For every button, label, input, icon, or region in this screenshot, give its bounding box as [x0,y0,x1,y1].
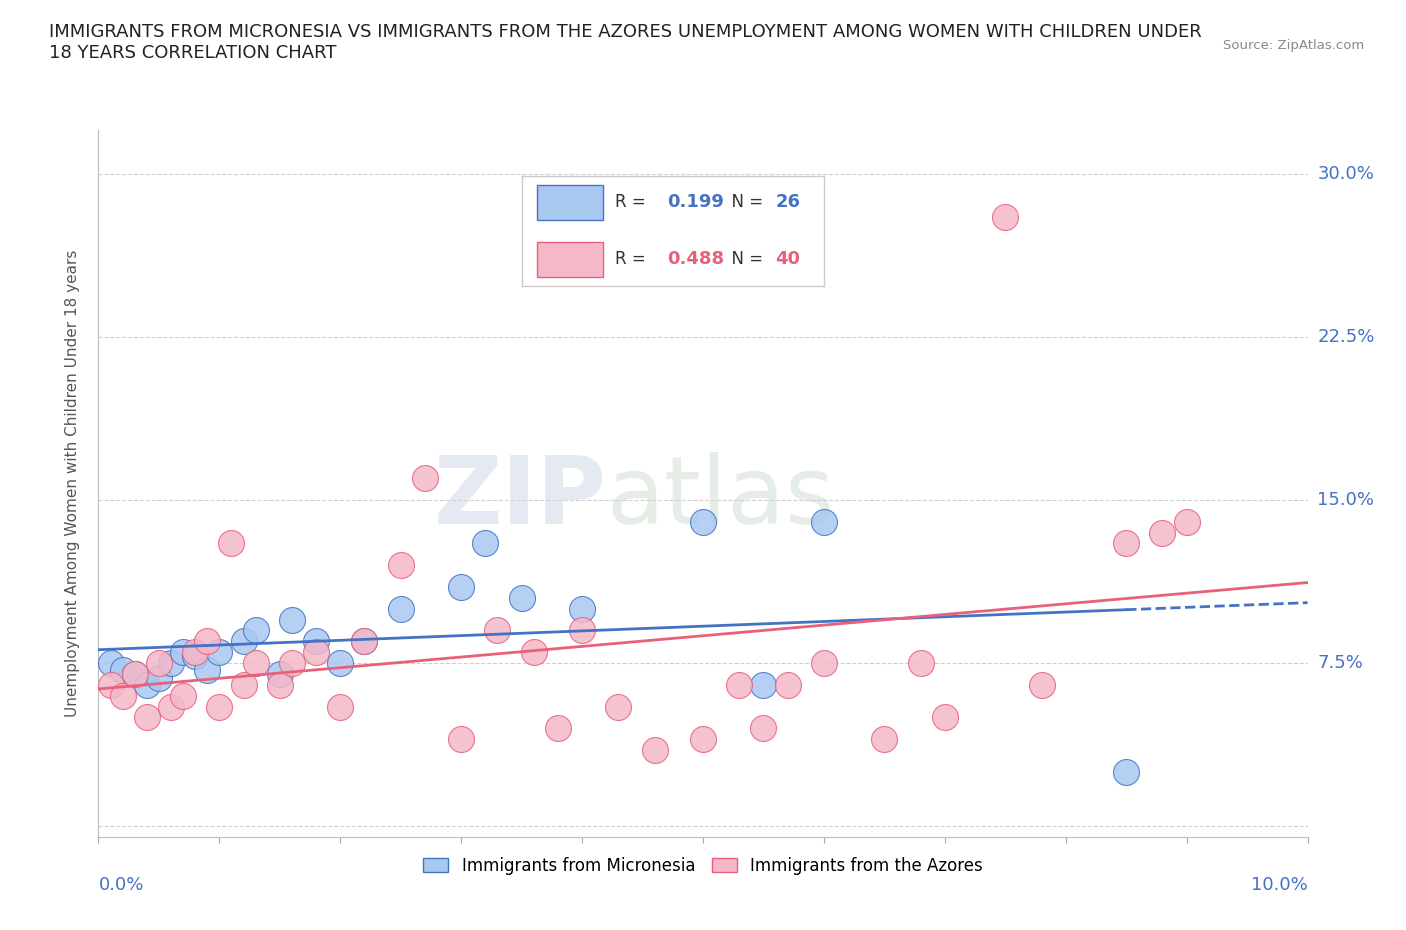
Y-axis label: Unemployment Among Women with Children Under 18 years: Unemployment Among Women with Children U… [65,250,80,717]
Point [1152,525,1174,540]
Point [184,644,207,659]
Point [389,558,412,573]
Point [269,667,291,682]
Point [195,634,218,649]
Point [571,623,593,638]
Text: 22.5%: 22.5% [1317,327,1375,346]
Point [571,601,593,616]
Point [329,656,352,671]
Point [1115,536,1137,551]
Point [474,536,496,551]
Point [644,742,666,757]
Point [752,721,775,736]
Text: 30.0%: 30.0% [1317,165,1374,182]
Point [486,623,509,638]
Point [692,732,714,747]
Point [148,656,170,671]
Point [1175,514,1198,529]
Point [269,677,291,692]
Point [245,656,267,671]
Point [281,656,304,671]
Point [523,644,546,659]
Point [934,710,956,724]
Point [135,710,157,724]
Point [195,662,218,677]
Point [232,677,254,692]
Point [910,656,932,671]
Point [100,677,122,692]
Point [813,514,835,529]
Point [510,591,533,605]
Text: atlas: atlas [606,452,835,544]
Point [450,579,472,594]
Text: 15.0%: 15.0% [1317,491,1374,509]
Point [813,656,835,671]
Point [776,677,799,692]
Point [172,688,194,703]
Point [728,677,751,692]
Point [100,656,122,671]
Point [329,699,352,714]
Text: 0.0%: 0.0% [98,876,143,894]
Point [692,514,714,529]
Point [148,671,170,685]
Point [281,612,304,627]
Point [305,634,328,649]
Text: IMMIGRANTS FROM MICRONESIA VS IMMIGRANTS FROM THE AZORES UNEMPLOYMENT AMONG WOME: IMMIGRANTS FROM MICRONESIA VS IMMIGRANTS… [49,23,1202,62]
Point [413,471,436,485]
Point [607,699,630,714]
Point [1031,677,1053,692]
Point [752,677,775,692]
Point [160,656,183,671]
Point [353,634,375,649]
Text: 7.5%: 7.5% [1317,654,1364,672]
Point [208,644,231,659]
Point [450,732,472,747]
Text: Source: ZipAtlas.com: Source: ZipAtlas.com [1223,39,1364,52]
Legend: Immigrants from Micronesia, Immigrants from the Azores: Immigrants from Micronesia, Immigrants f… [416,850,990,882]
Point [232,634,254,649]
Point [1115,764,1137,779]
Point [547,721,569,736]
Point [221,536,243,551]
Point [172,644,194,659]
Point [389,601,412,616]
Point [353,634,375,649]
Point [873,732,896,747]
Point [111,688,134,703]
Point [184,649,207,664]
Point [111,662,134,677]
Point [208,699,231,714]
Point [994,210,1017,225]
Point [245,623,267,638]
Point [305,644,328,659]
Point [124,667,146,682]
Point [135,677,157,692]
Text: 10.0%: 10.0% [1251,876,1308,894]
Point [124,667,146,682]
Text: ZIP: ZIP [433,452,606,544]
Point [160,699,183,714]
